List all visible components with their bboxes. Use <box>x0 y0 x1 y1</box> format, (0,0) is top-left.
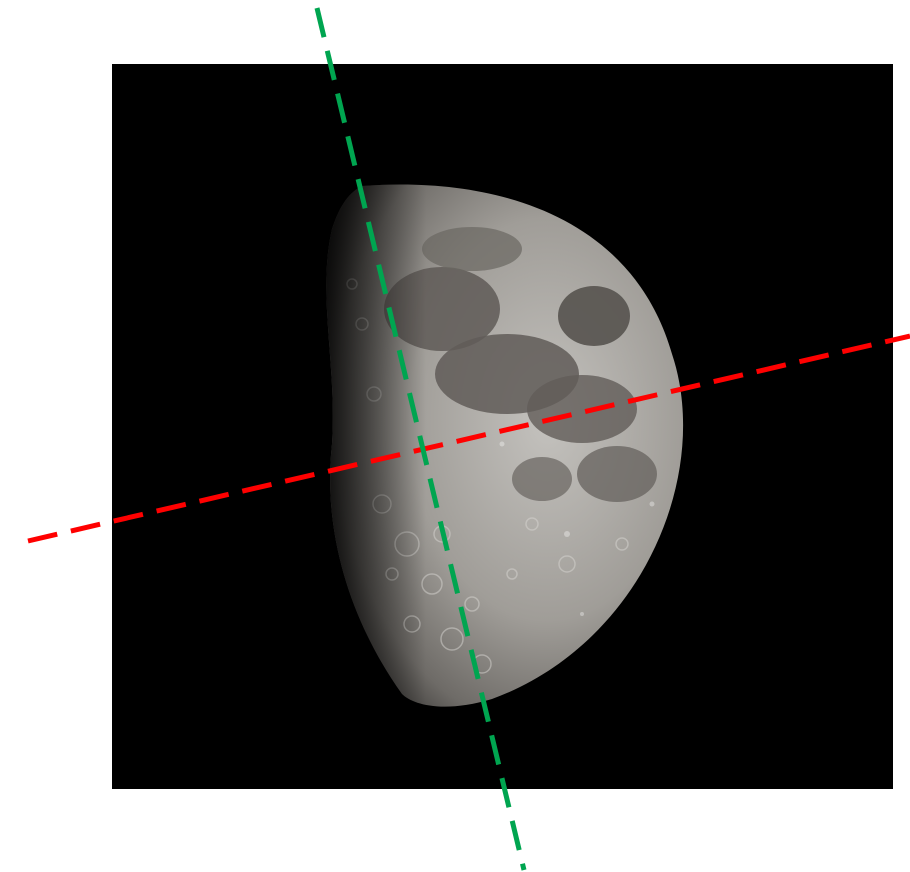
axis-line <box>314 7 527 871</box>
equator-line <box>27 333 910 544</box>
moon-surface-features <box>326 184 684 707</box>
moon-photo <box>112 64 893 789</box>
moon-illustration <box>326 184 684 707</box>
